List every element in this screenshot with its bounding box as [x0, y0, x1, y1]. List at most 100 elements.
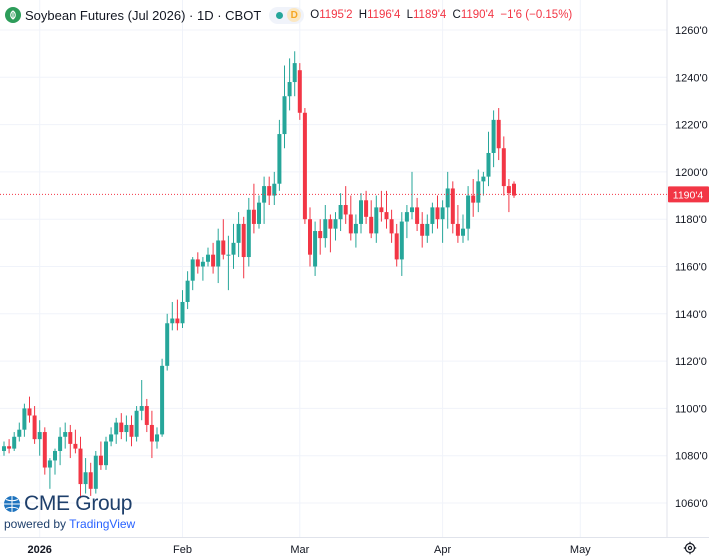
- candle-body: [119, 422, 124, 433]
- x-tick-label: 2026: [27, 544, 51, 556]
- candle-body: [58, 436, 63, 451]
- candle-body: [506, 186, 511, 194]
- high-label: H: [358, 9, 368, 21]
- candle-body: [445, 188, 450, 208]
- y-tick-label: 1220'0: [675, 120, 708, 132]
- candle-body: [277, 134, 282, 184]
- globe-icon: [4, 496, 20, 512]
- candle-body: [63, 432, 68, 437]
- x-tick-label: Feb: [173, 544, 192, 556]
- close-value: 1190'4: [460, 9, 495, 21]
- tradingview-link[interactable]: TradingView: [69, 517, 136, 531]
- candle-body: [415, 207, 420, 224]
- candle-body: [180, 301, 185, 324]
- candle-body: [394, 233, 399, 260]
- candle-body: [481, 176, 486, 182]
- candle-body: [134, 410, 139, 437]
- candle-body: [440, 207, 445, 220]
- cme-group-logo[interactable]: CME Group: [3, 492, 135, 516]
- candle-body: [170, 318, 175, 324]
- candle-body: [109, 434, 114, 442]
- candle-body: [195, 259, 200, 267]
- candle-body: [12, 436, 17, 449]
- candle-body: [399, 221, 404, 260]
- ohlc-values: O1195'2 H1196'4 L1189'4 C1190'4 −1'6 (−0…: [310, 9, 575, 21]
- delayed-data-badge[interactable]: D: [287, 8, 302, 22]
- x-tick-label: Apr: [434, 544, 451, 556]
- last-price-text: 1190'4: [673, 189, 704, 201]
- powered-by[interactable]: powered by TradingView: [4, 517, 135, 531]
- candle-body: [226, 254, 231, 256]
- candle-body: [328, 219, 333, 229]
- candle-body: [455, 223, 460, 236]
- candle-body: [333, 219, 338, 229]
- candle-body: [231, 242, 236, 255]
- company-name: CME Group: [24, 492, 133, 515]
- candle-body: [466, 195, 471, 229]
- candle-body: [149, 424, 154, 442]
- candle-body: [211, 254, 216, 267]
- candle-body: [282, 96, 287, 135]
- candle-body: [297, 70, 302, 113]
- candle-body: [374, 207, 379, 234]
- candle-body: [471, 195, 476, 203]
- candle-body: [42, 432, 47, 468]
- candle-body: [313, 231, 318, 267]
- candle-body: [37, 432, 42, 440]
- candle-body: [241, 223, 246, 258]
- price-axis[interactable]: 1260'0 1240'0 1220'0 1200'0 1180'0 1160'0 1140…: [675, 25, 708, 510]
- open-value: 1195'2: [319, 9, 353, 21]
- candle-body: [73, 443, 78, 449]
- candle-body: [476, 181, 481, 203]
- candle-body: [389, 219, 394, 234]
- candle-body: [318, 231, 323, 239]
- market-open-dot-icon: [276, 11, 284, 19]
- high-value: 1196'4: [367, 9, 401, 21]
- low-label: L: [406, 9, 413, 21]
- candle-body: [364, 200, 369, 217]
- candle-body: [410, 207, 414, 213]
- y-tick-label: 1260'0: [675, 25, 708, 37]
- candle-body: [83, 472, 88, 485]
- candle-body: [496, 119, 501, 149]
- candle-body: [47, 460, 52, 468]
- candle-body: [78, 448, 83, 485]
- branding[interactable]: CME Group powered by TradingView: [3, 492, 135, 531]
- market-status[interactable]: D: [269, 6, 305, 24]
- x-tick-label: May: [570, 544, 591, 556]
- candle-body: [272, 183, 277, 196]
- symbol-title[interactable]: Soybean Futures (Jul 2026) · 1D · CBOT: [25, 7, 262, 23]
- time-axis[interactable]: 2026 Feb Mar Apr May: [27, 544, 591, 556]
- candle-body: [236, 223, 241, 243]
- candles: [2, 51, 516, 499]
- candle-body: [257, 202, 261, 224]
- candle-body: [216, 240, 221, 267]
- candle-body: [7, 446, 12, 449]
- candle-body: [461, 228, 465, 236]
- candle-body: [114, 422, 119, 435]
- change-value: −1'6 (−0.15%): [500, 9, 573, 21]
- candle-body: [338, 205, 343, 220]
- candle-body: [27, 408, 32, 416]
- candle-body: [486, 152, 491, 177]
- candle-body: [251, 209, 256, 224]
- low-value: 1189'4: [413, 9, 447, 21]
- candle-body: [165, 323, 170, 366]
- settings-gear-icon[interactable]: [683, 541, 697, 555]
- candle-body: [267, 186, 272, 196]
- candle-body: [404, 212, 409, 222]
- cbot-logo-icon: [5, 7, 21, 23]
- candle-body: [323, 219, 328, 239]
- symbol-header[interactable]: Soybean Futures (Jul 2026) · 1D · CBOT D…: [5, 5, 575, 25]
- candle-body: [348, 214, 353, 234]
- y-tick-label: 1180'0: [675, 214, 707, 226]
- close-label: C: [452, 9, 461, 21]
- y-tick-label: 1080'0: [675, 451, 708, 463]
- candle-body: [353, 223, 358, 234]
- candle-body: [384, 212, 389, 220]
- candle-body: [124, 424, 129, 433]
- candle-body: [206, 254, 210, 262]
- candle-body: [185, 280, 190, 302]
- candle-body: [155, 434, 159, 442]
